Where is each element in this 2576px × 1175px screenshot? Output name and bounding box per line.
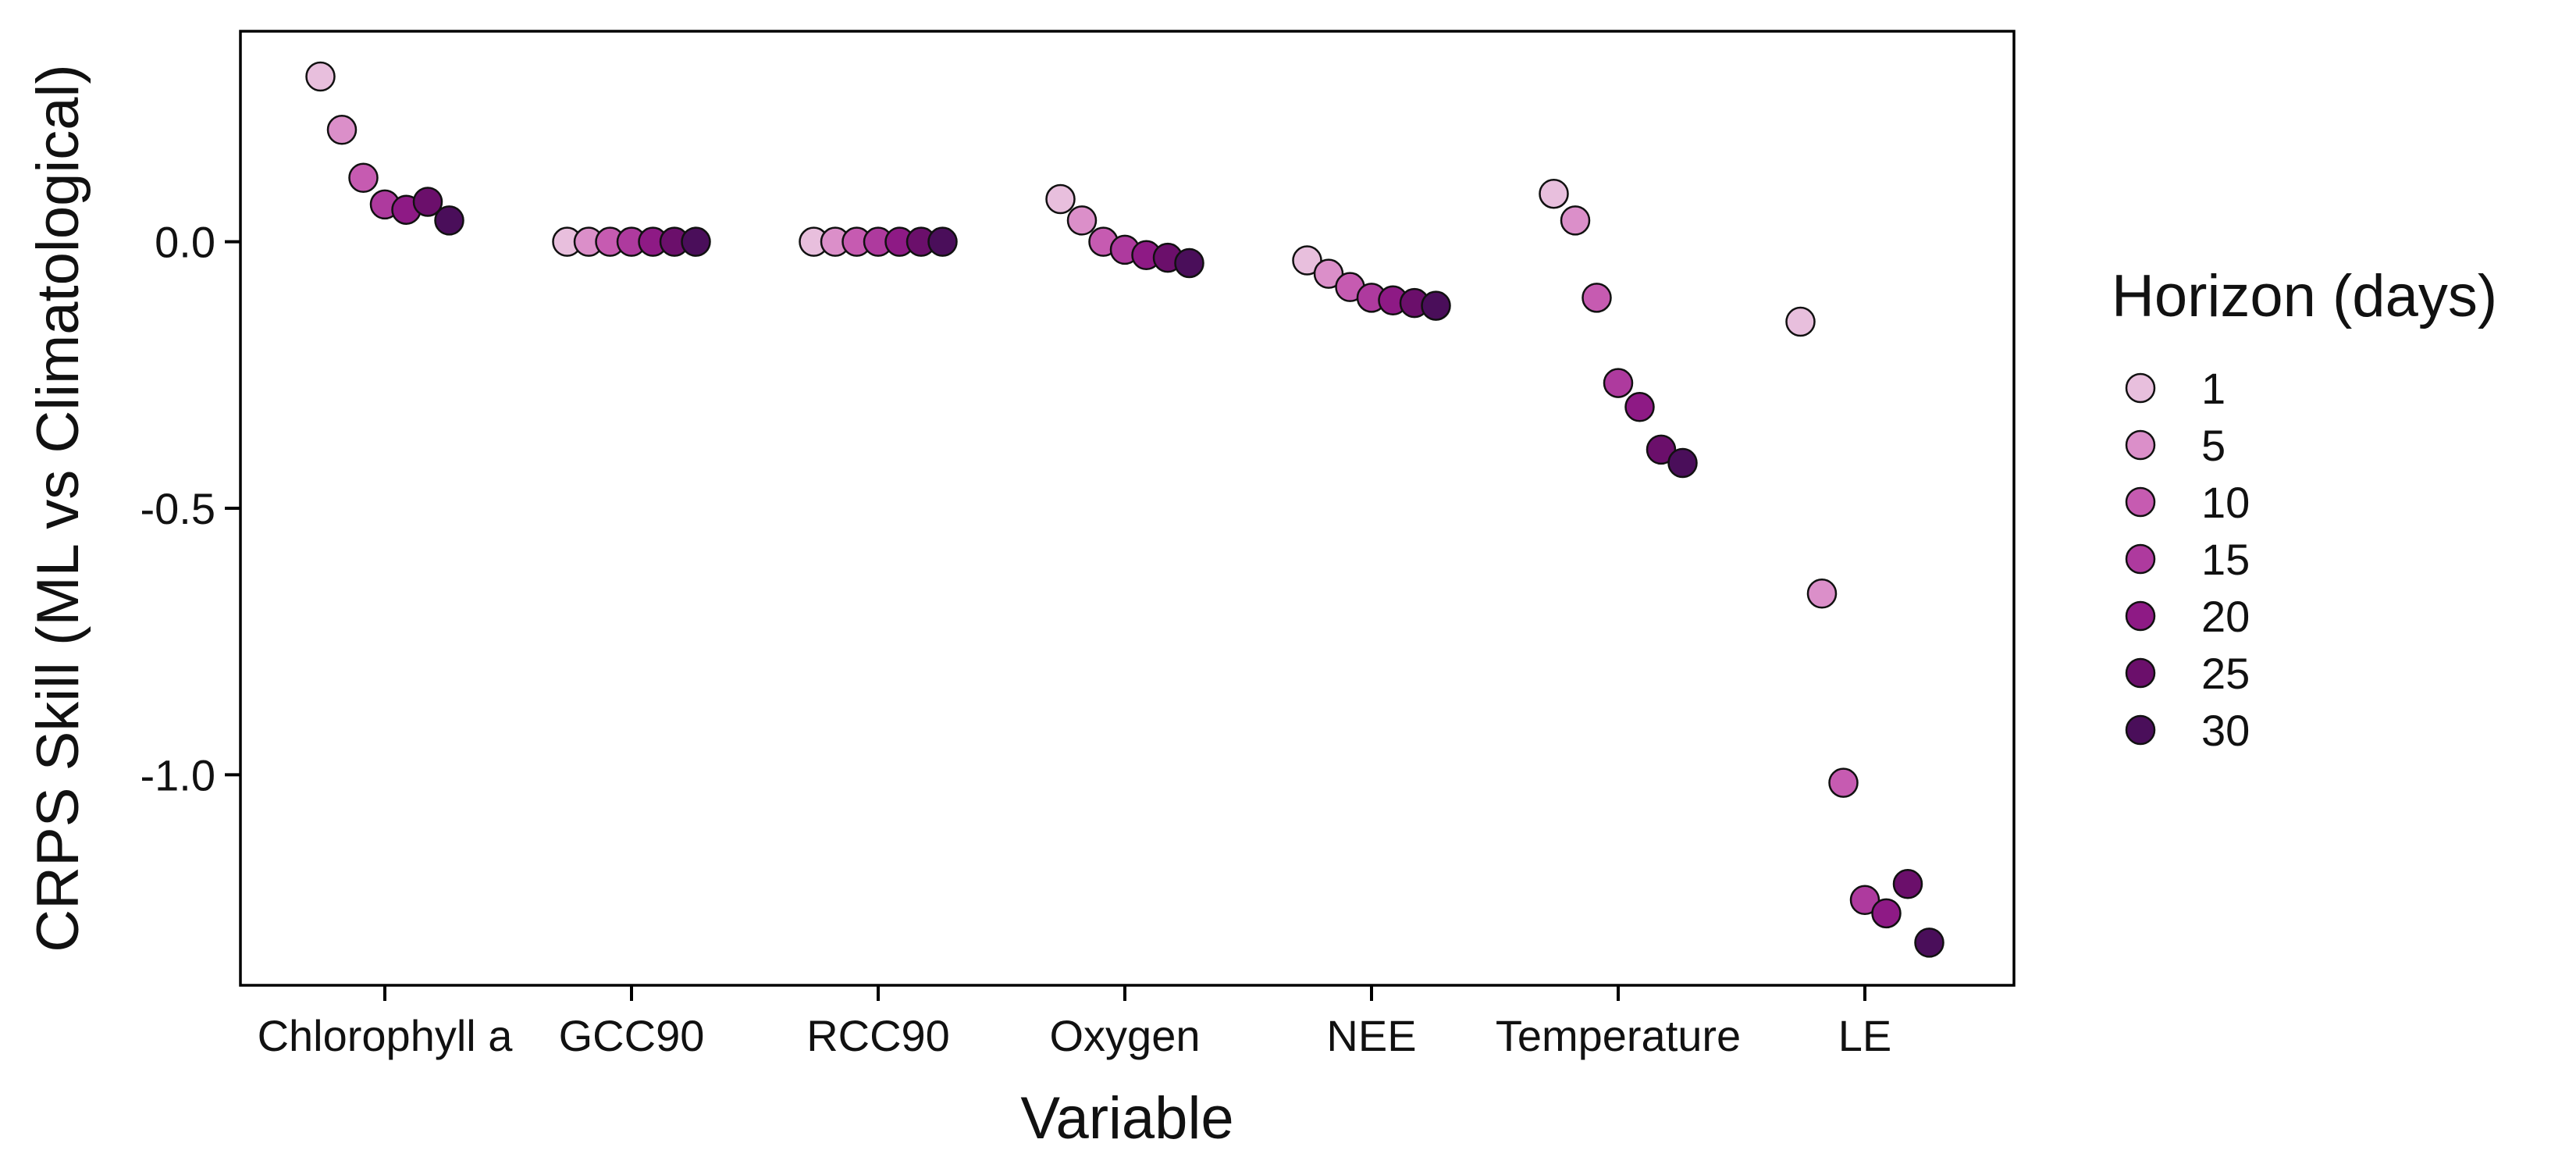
legend-label: 10 bbox=[2201, 478, 2250, 527]
data-point bbox=[1806, 578, 1838, 609]
y-tick-label: -0.5 bbox=[141, 484, 216, 533]
legend-label: 15 bbox=[2201, 535, 2250, 584]
data-point bbox=[1066, 205, 1098, 236]
legend-label: 30 bbox=[2201, 706, 2250, 755]
legend-label: 1 bbox=[2201, 364, 2226, 413]
data-point bbox=[1045, 183, 1076, 215]
legend-marker bbox=[2125, 714, 2156, 746]
data-point bbox=[1603, 368, 1634, 398]
legend-marker bbox=[2125, 543, 2156, 575]
legend-marker bbox=[2125, 600, 2156, 632]
data-point bbox=[681, 226, 711, 257]
data-point bbox=[1785, 306, 1816, 337]
data-point bbox=[1914, 928, 1944, 958]
data-point bbox=[1421, 290, 1451, 321]
x-tick-label: Oxygen bbox=[1050, 1011, 1201, 1060]
legend-marker bbox=[2125, 657, 2156, 689]
x-axis-title: Variable bbox=[1020, 1085, 1233, 1152]
data-point bbox=[927, 226, 958, 257]
data-point bbox=[1624, 392, 1655, 422]
data-point bbox=[1539, 178, 1569, 209]
data-point bbox=[1667, 447, 1698, 479]
x-tick-label: Chlorophyll a bbox=[258, 1011, 514, 1060]
plot-panel bbox=[239, 30, 2016, 987]
data-point bbox=[1174, 247, 1204, 279]
legend-label: 5 bbox=[2201, 421, 2226, 470]
data-point bbox=[1828, 767, 1859, 798]
data-point bbox=[1849, 885, 1880, 916]
legend-label: 25 bbox=[2201, 649, 2250, 698]
data-point bbox=[348, 162, 379, 193]
legend-marker bbox=[2125, 429, 2156, 461]
data-point bbox=[1560, 205, 1591, 236]
legend-label: 20 bbox=[2201, 592, 2250, 641]
data-point bbox=[412, 187, 443, 217]
data-point bbox=[1313, 258, 1344, 289]
y-tick-label: -1.0 bbox=[141, 750, 216, 799]
x-tick-label: LE bbox=[1838, 1011, 1892, 1060]
legend-marker bbox=[2125, 486, 2156, 518]
x-tick-label: GCC90 bbox=[559, 1011, 705, 1060]
data-point bbox=[1871, 898, 1902, 929]
data-point bbox=[305, 61, 336, 92]
legend-marker bbox=[2125, 372, 2156, 404]
x-tick-label: NEE bbox=[1326, 1011, 1416, 1060]
data-point bbox=[1582, 283, 1612, 313]
legend-title: Horizon (days) bbox=[2112, 263, 2497, 329]
data-point bbox=[1292, 245, 1322, 276]
data-point bbox=[1892, 869, 1923, 899]
x-tick-label: RCC90 bbox=[806, 1011, 950, 1060]
data-point bbox=[1646, 434, 1677, 465]
y-tick-label: 0.0 bbox=[155, 218, 215, 267]
y-axis-title: CRPS Skill (ML vs Climatological) bbox=[25, 64, 91, 952]
data-point bbox=[434, 205, 464, 236]
data-point bbox=[326, 115, 358, 145]
x-tick-label: Temperature bbox=[1496, 1011, 1741, 1060]
